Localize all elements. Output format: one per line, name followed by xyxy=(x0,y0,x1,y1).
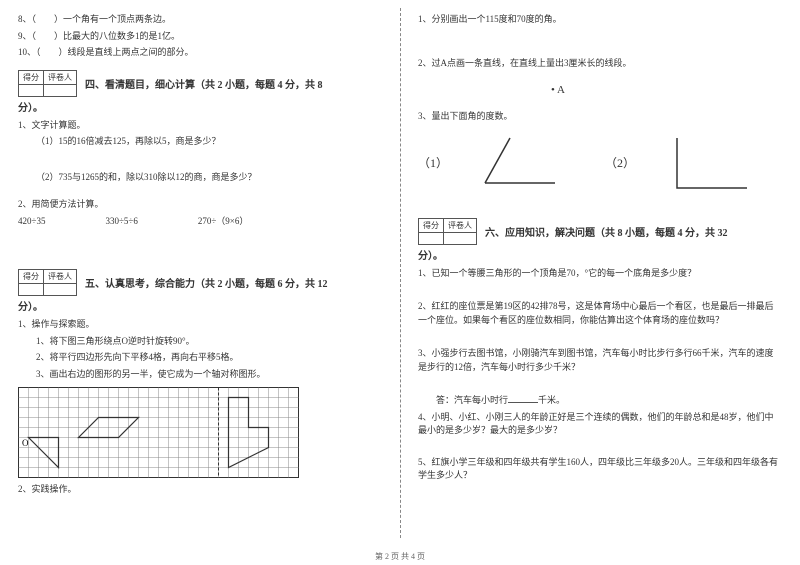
right-column: 1、分别画出一个115度和70度的角。 2、过A点画一条直线，在直线上量出3厘米… xyxy=(400,0,800,565)
calc-3: 270÷（9×6） xyxy=(198,215,249,229)
blank-fill xyxy=(508,394,538,403)
section-4-suffix: 分）。 xyxy=(18,101,382,116)
svg-text:O: O xyxy=(22,438,29,448)
q6-4: 4、小明、小红、小刚三人的年龄正好是三个连续的偶数，他们的年龄总和是48岁，他们… xyxy=(418,411,782,438)
section-4-title: 四、看清题目，细心计算（共 2 小题，每题 4 分，共 8 xyxy=(85,76,323,91)
s5-1: 1、操作与探索题。 xyxy=(18,318,382,332)
q6-2: 2、红红的座位票是第19区的42排78号，这是体育场中心最后一个看区，也是最后一… xyxy=(418,300,782,327)
section-6-title: 六、应用知识，解决问题（共 8 小题，每题 4 分，共 32 xyxy=(485,224,728,239)
s4-1: 1、文字计算题。 xyxy=(18,119,382,133)
section-5-suffix: 分）。 xyxy=(18,300,382,315)
calc-1: 420÷35 xyxy=(18,215,45,229)
q6-3-answer: 答：汽车每小时行千米。 xyxy=(436,394,782,408)
q9: 9、（ ）比最大的八位数多1的是1亿。 xyxy=(18,30,382,44)
score-table-6: 得分评卷人 xyxy=(418,218,477,245)
r1: 1、分别画出一个115度和70度的角。 xyxy=(418,13,782,27)
q8: 8、（ ）一个角有一个顶点两条边。 xyxy=(18,13,382,27)
q6-5: 5、红旗小学三年级和四年级共有学生160人，四年级比三年级多20人。三年级和四年… xyxy=(418,456,782,483)
s4-1b: （2）735与1265的和，除以310除以12的商，商是多少？ xyxy=(36,171,382,185)
s4-2: 2、用简便方法计算。 xyxy=(18,198,382,212)
s5-2: 2、实践操作。 xyxy=(18,483,382,497)
r2: 2、过A点画一条直线，在直线上量出3厘米长的线段。 xyxy=(418,57,782,71)
score-table: 得分评卷人 xyxy=(18,70,77,97)
point-a: • A xyxy=(538,84,578,96)
s5-1a: 1、将下图三角形绕点O逆时针旋转90°。 xyxy=(36,335,382,349)
angle-1-label: （1） xyxy=(418,154,475,171)
section-4-header: 得分评卷人 四、看清题目，细心计算（共 2 小题，每题 4 分，共 8 xyxy=(18,70,382,97)
q10: 10、（ ）线段是直线上两点之间的部分。 xyxy=(18,46,382,60)
angle-row: （1） （2） xyxy=(418,128,782,198)
score-col1: 得分 xyxy=(19,70,44,84)
angle-1 xyxy=(475,128,595,198)
grid-figure: O xyxy=(18,387,382,479)
left-column: 8、（ ）一个角有一个顶点两条边。 9、（ ）比最大的八位数多1的是1亿。 10… xyxy=(0,0,400,565)
s4-1a: （1）15的16倍减去125，再除以5，商是多少？ xyxy=(36,135,382,149)
score-col2: 评卷人 xyxy=(44,70,77,84)
section-5-title: 五、认真思考，综合能力（共 2 小题，每题 6 分，共 12 xyxy=(85,275,328,290)
q6-1: 1、已知一个等腰三角形的一个顶角是70，°它的每一个底角是多少度？ xyxy=(418,267,782,281)
angle-2-label: （2） xyxy=(605,154,662,171)
s5-1c: 3、画出右边的图形的另一半，使它成为一个轴对称图形。 xyxy=(36,368,382,382)
angle-2 xyxy=(662,128,782,198)
section-5-header: 得分评卷人 五、认真思考，综合能力（共 2 小题，每题 6 分，共 12 xyxy=(18,269,382,296)
section-6-header: 得分评卷人 六、应用知识，解决问题（共 8 小题，每题 4 分，共 32 xyxy=(418,218,782,245)
calc-2: 330÷5÷6 xyxy=(105,215,137,229)
r3: 3、量出下面角的度数。 xyxy=(418,110,782,124)
s5-1b: 2、将平行四边形先向下平移4格，再向右平移5格。 xyxy=(36,351,382,365)
section-6-suffix: 分）。 xyxy=(418,249,782,264)
s4-calc-row: 420÷35 330÷5÷6 270÷（9×6） xyxy=(18,215,382,229)
q6-3: 3、小强步行去图书馆，小刚骑汽车到图书馆，汽车每小时比步行多行66千米，汽车的速… xyxy=(418,347,782,374)
page-footer: 第 2 页 共 4 页 xyxy=(0,551,800,562)
score-table-5: 得分评卷人 xyxy=(18,269,77,296)
